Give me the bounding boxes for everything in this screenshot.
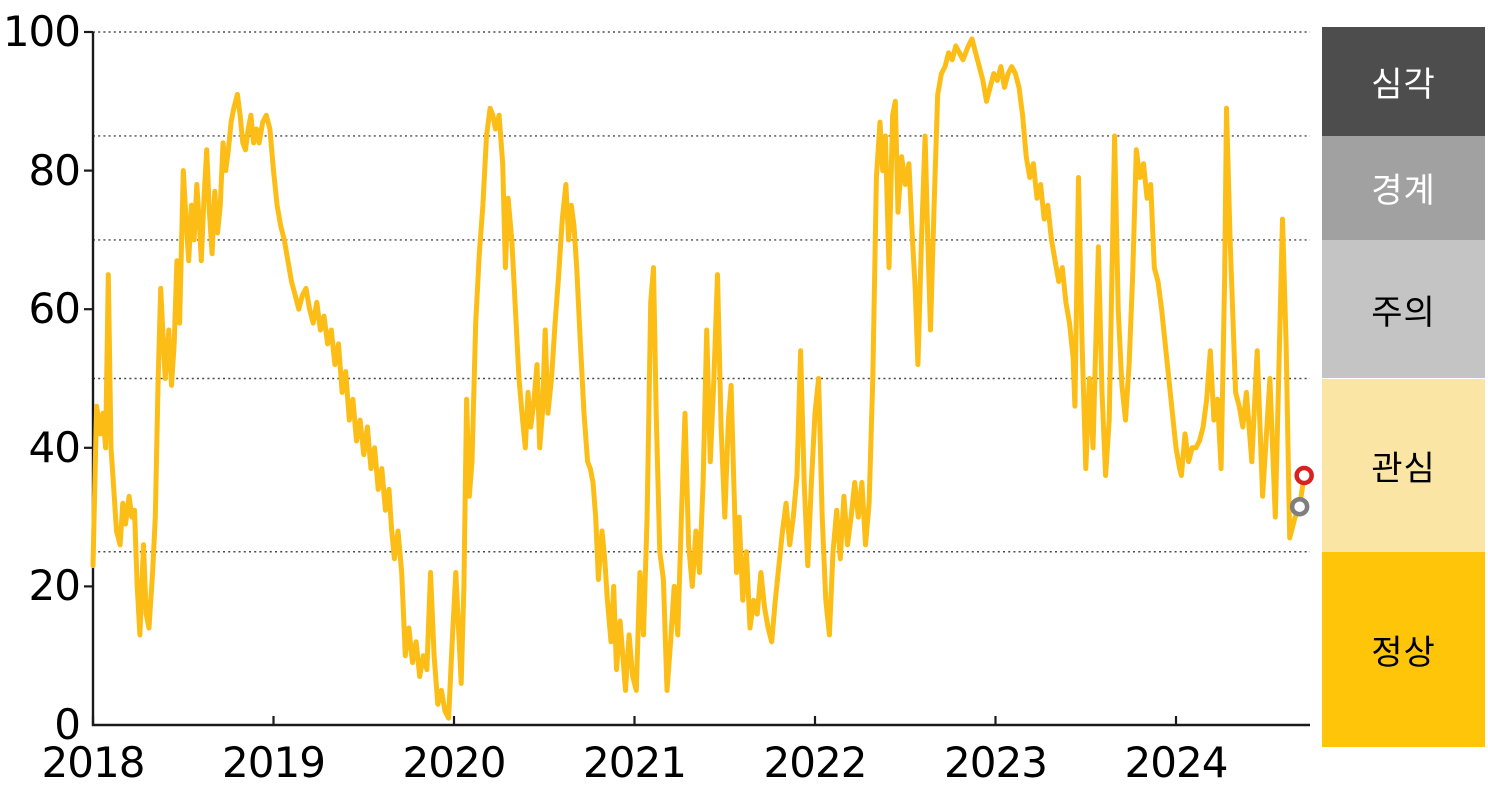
- legend-band-정상: 정상: [1322, 551, 1485, 747]
- x-tick-label-2024: 2024: [1124, 738, 1229, 787]
- y-tick-label-100: 100: [2, 7, 81, 56]
- x-tick-label-2018: 2018: [41, 738, 146, 787]
- legend-band-심각: 심각: [1322, 27, 1485, 136]
- x-tick-label-2022: 2022: [763, 738, 868, 787]
- latest-value-marker: [1294, 465, 1314, 486]
- y-tick-label-80: 80: [28, 145, 81, 195]
- x-tick-label-2019: 2019: [222, 738, 326, 787]
- x-tick-label-2023: 2023: [944, 738, 1048, 787]
- legend-band-label: 정상: [1371, 632, 1436, 673]
- legend-band-경계: 경계: [1322, 135, 1485, 240]
- y-tick-label-60: 60: [28, 284, 81, 334]
- stress-index-line: [90, 36, 1307, 721]
- y-tick-label-40: 40: [28, 422, 81, 472]
- y-tick-label-0: 0: [54, 700, 81, 749]
- y-tick-label-20: 20: [28, 561, 81, 611]
- legend-band-주의: 주의: [1322, 239, 1485, 379]
- legend-band-label: 관심: [1371, 448, 1436, 489]
- legend-band-관심: 관심: [1322, 378, 1485, 552]
- legend-band-label: 경계: [1371, 171, 1436, 212]
- legend-band-label: 심각: [1371, 64, 1436, 105]
- x-tick-label-2020: 2020: [402, 738, 507, 787]
- legend-band-label: 주의: [1371, 292, 1436, 333]
- previous-value-marker: [1289, 496, 1310, 517]
- x-tick-label-2021: 2021: [583, 738, 687, 787]
